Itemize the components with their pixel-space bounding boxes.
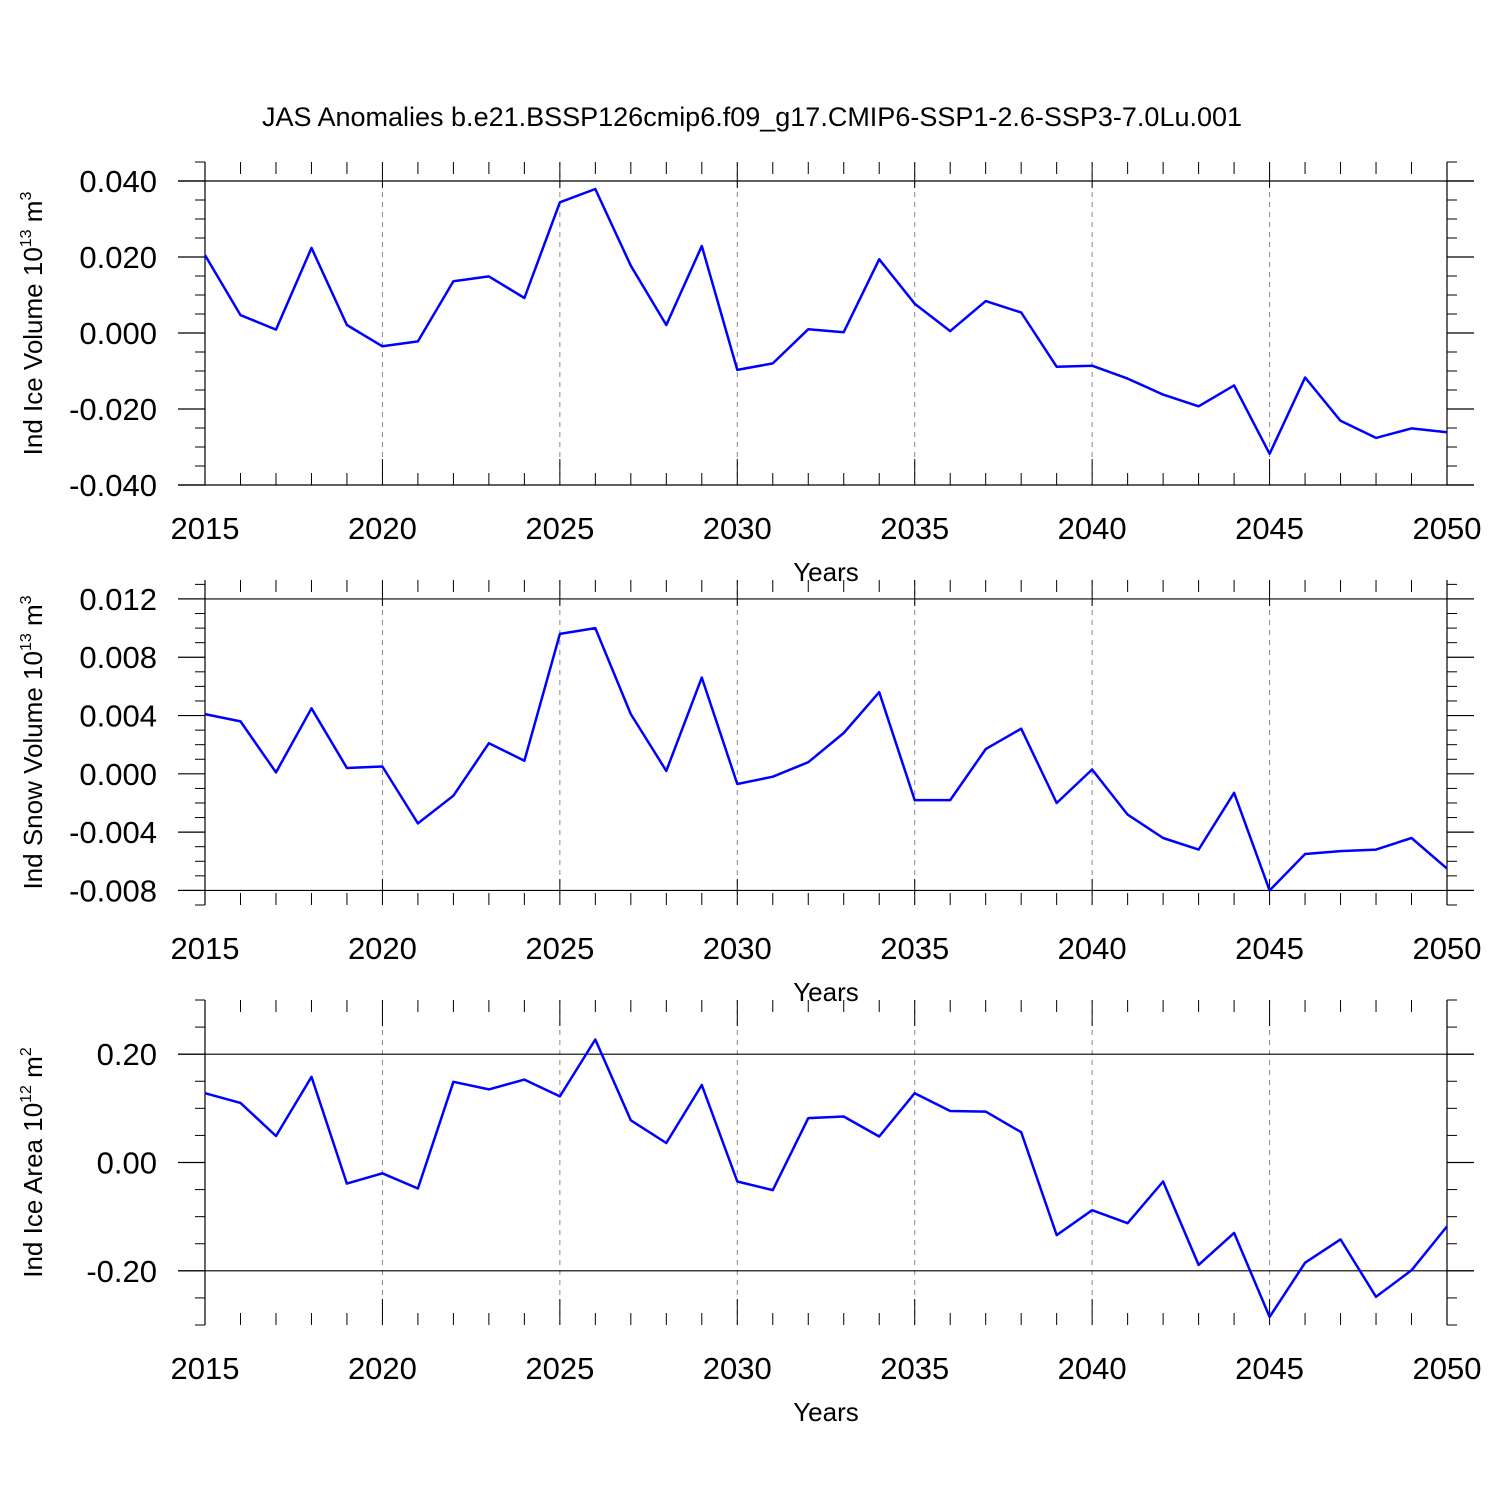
y-axis-label-exponent: 13 — [18, 633, 35, 651]
x-tick-label: 2020 — [348, 1351, 417, 1386]
y-tick-label: 0.004 — [79, 699, 157, 734]
figure-title: JAS Anomalies b.e21.BSSP126cmip6.f09_g17… — [262, 102, 1242, 132]
y-tick-label: -0.040 — [69, 468, 157, 503]
x-tick-label: 2020 — [348, 931, 417, 966]
y-tick-label: 0.000 — [79, 316, 157, 351]
y-tick-label: 0.00 — [97, 1146, 157, 1181]
y-tick-label: -0.004 — [69, 815, 157, 850]
x-tick-label: 2030 — [703, 1351, 772, 1386]
x-axis-label: Years — [793, 557, 859, 587]
y-tick-label: 0.020 — [79, 240, 157, 275]
x-axis-label: Years — [793, 977, 859, 1007]
x-tick-label: 2015 — [171, 1351, 240, 1386]
y-tick-label: 0.012 — [79, 582, 157, 617]
x-tick-label: 2020 — [348, 511, 417, 546]
series-line — [204, 1038, 1448, 1319]
y-axis-label-text: Ind Ice Area 10 — [18, 1103, 48, 1278]
y-axis-label-text: Ind Ice Volume 10 — [18, 247, 48, 455]
x-tick-label: 2045 — [1235, 1351, 1304, 1386]
y-axis-label-unit: m — [18, 604, 48, 633]
y-axis-label-exponent: 12 — [18, 1085, 35, 1103]
x-tick-label: 2045 — [1235, 931, 1304, 966]
y-axis-label-unit-exponent: 2 — [18, 1047, 35, 1056]
y-axis-label-unit-exponent: 3 — [18, 595, 35, 604]
y-axis-label-unit: m — [18, 1056, 48, 1085]
x-tick-label: 2030 — [703, 931, 772, 966]
y-tick-label: -0.008 — [69, 873, 157, 908]
panel-snow-volume: 0.012 0.008 0.004 0.000 -0.004 -0.008 2015 2020… — [18, 580, 1481, 1007]
x-tick-label: 2035 — [880, 511, 949, 546]
y-axis-label-unit-exponent: 3 — [18, 192, 35, 201]
x-tick-label: 2015 — [171, 931, 240, 966]
series-line — [204, 626, 1448, 892]
x-axis-label: Years — [793, 1397, 859, 1427]
x-tick-label: 2045 — [1235, 511, 1304, 546]
y-tick-label: 0.040 — [79, 164, 157, 199]
y-tick-label: 0.008 — [79, 640, 157, 675]
y-axis-label-unit: m — [18, 201, 48, 230]
y-axis-label: Ind Ice Volume 1013 m3 — [18, 192, 48, 456]
x-tick-label: 2035 — [880, 931, 949, 966]
x-tick-label: 2040 — [1058, 511, 1127, 546]
y-axis-label: Ind Snow Volume 1013 m3 — [18, 595, 48, 889]
y-tick-label: 0.20 — [97, 1037, 157, 1072]
x-tick-label: 2025 — [525, 511, 594, 546]
y-axis-label-exponent: 13 — [18, 229, 35, 247]
panel-ice-volume: 0.040 0.020 0.000 -0.020 -0.040 2015 2020 2025 2… — [18, 161, 1482, 587]
x-tick-label: 2035 — [880, 1351, 949, 1386]
x-tick-label: 2030 — [703, 511, 772, 546]
panel-ice-area: 0.20 0.00 -0.20 2015 2020 2025 2030 2035 2040 204… — [18, 999, 1482, 1427]
x-tick-label: 2015 — [171, 511, 240, 546]
y-axis-label-text: Ind Snow Volume 10 — [18, 651, 48, 890]
x-tick-label: 2050 — [1413, 1351, 1482, 1386]
y-tick-label: -0.20 — [86, 1254, 157, 1289]
x-tick-label: 2025 — [525, 1351, 594, 1386]
x-tick-label: 2050 — [1413, 511, 1482, 546]
x-tick-label: 2040 — [1058, 931, 1127, 966]
x-tick-label: 2025 — [525, 931, 594, 966]
series-line — [203, 187, 1448, 456]
y-axis-label: Ind Ice Area 1012 m2 — [18, 1047, 48, 1278]
y-tick-label: 0.000 — [79, 757, 157, 792]
x-tick-label: 2040 — [1058, 1351, 1127, 1386]
x-tick-label: 2050 — [1413, 931, 1482, 966]
y-tick-label: -0.020 — [69, 392, 157, 427]
